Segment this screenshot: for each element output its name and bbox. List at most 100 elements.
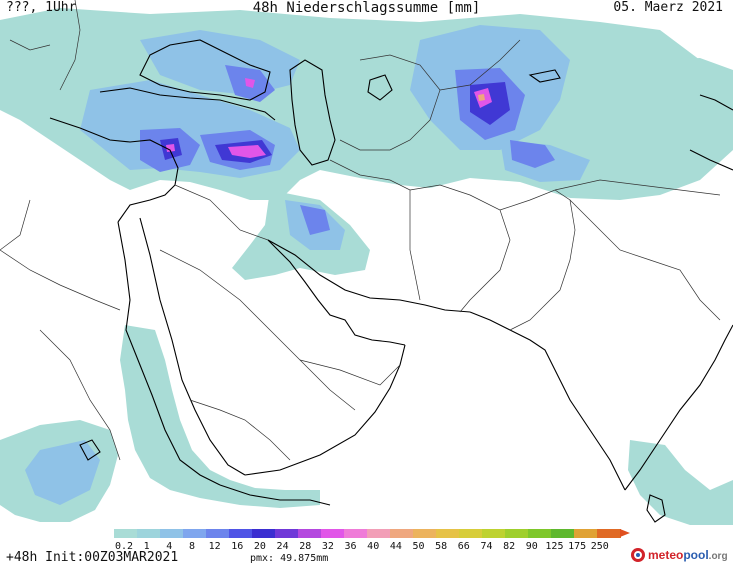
legend-swatch xyxy=(252,529,276,538)
borders xyxy=(0,0,721,461)
border-4 xyxy=(159,249,356,411)
coast-balkhash xyxy=(528,69,561,83)
coast-persian-gulf xyxy=(267,239,406,346)
border-12 xyxy=(569,199,721,321)
legend-swatch xyxy=(574,529,598,538)
legend-swatch xyxy=(298,529,322,538)
coast-ne xyxy=(699,94,733,111)
coast-mediterranean xyxy=(49,117,179,223)
legend-swatch xyxy=(505,529,529,538)
legend-swatch xyxy=(597,529,621,538)
precip-peak-caucasus xyxy=(245,78,255,88)
border-2 xyxy=(0,199,31,251)
run-time-label: ???, 1Uhr xyxy=(6,0,77,15)
legend-label: 74 xyxy=(480,541,493,552)
border-11 xyxy=(554,179,721,196)
logo-text: meteopool.org xyxy=(648,548,728,562)
border-8 xyxy=(499,189,576,331)
border-5 xyxy=(299,359,401,386)
coast-horn xyxy=(219,484,331,506)
coast-turkey-north xyxy=(99,87,276,121)
legend-swatch xyxy=(183,529,207,538)
coast-india-east xyxy=(624,324,733,491)
border-13 xyxy=(189,399,291,461)
legend-label: 44 xyxy=(389,541,402,552)
legend-label: 12 xyxy=(208,541,221,552)
legend-label: 32 xyxy=(321,541,334,552)
precip-peak-turkey xyxy=(228,145,266,158)
coast-red-sea-east xyxy=(139,217,246,476)
legend-swatch xyxy=(528,529,552,538)
legend-label: 250 xyxy=(590,541,609,552)
pmx-value: pmx: 49.875mm xyxy=(250,553,329,564)
coastlines xyxy=(49,39,733,523)
coast-caspian xyxy=(289,59,336,166)
precip-core-zagros xyxy=(300,205,330,235)
border-3 xyxy=(174,184,269,241)
legend-label: 28 xyxy=(299,541,312,552)
precip-sri-lanka xyxy=(628,440,733,525)
legend-arrow xyxy=(620,529,630,537)
border-6 xyxy=(329,159,421,301)
legend-swatch xyxy=(551,529,575,538)
legend-label: 4 xyxy=(166,541,173,552)
coast-red-sea-west xyxy=(117,221,221,486)
coast-aral xyxy=(367,74,393,101)
legend-label: 125 xyxy=(545,541,564,552)
legend-swatch xyxy=(137,529,161,538)
legend-swatch xyxy=(344,529,368,538)
legend-labels: 0.2 1 4 8 12 16 20 24 28 32 36 40 44 50 58 66 74 82 90 125 1… xyxy=(114,541,634,553)
precip-ne-corner xyxy=(660,58,733,110)
legend-swatch xyxy=(275,529,299,538)
legend-label: 58 xyxy=(435,541,448,552)
legend-swatch xyxy=(413,529,437,538)
legend-swatch xyxy=(367,529,391,538)
legend-swatch xyxy=(436,529,460,538)
legend-swatch xyxy=(160,529,184,538)
meteopool-logo-icon xyxy=(631,548,645,562)
legend-label: 24 xyxy=(276,541,289,552)
legend-label: 82 xyxy=(503,541,516,552)
precip-redsea-band xyxy=(120,325,320,508)
border-10 xyxy=(439,39,521,91)
precip-peak-levant xyxy=(166,144,175,152)
precip-fields xyxy=(0,8,733,525)
coast-ne2 xyxy=(689,149,733,171)
legend-label: 16 xyxy=(231,541,244,552)
legend-label: 36 xyxy=(344,541,357,552)
coast-arabia-south xyxy=(244,344,406,476)
border-14 xyxy=(39,329,121,461)
border-15 xyxy=(59,0,81,91)
valid-date: 05. Maerz 2021 xyxy=(613,0,723,15)
coast-iran-south xyxy=(267,239,471,313)
legend-swatch xyxy=(229,529,253,538)
legend-swatch xyxy=(206,529,230,538)
init-time: +48h Init:00Z03MAR2021 xyxy=(6,550,179,565)
legend-label: 40 xyxy=(367,541,380,552)
coast-black-sea xyxy=(139,39,271,101)
legend-swatch xyxy=(459,529,483,538)
legend-label: 175 xyxy=(568,541,587,552)
color-legend xyxy=(114,529,630,541)
border-1 xyxy=(0,249,121,311)
legend-label: 20 xyxy=(253,541,266,552)
map-title: 48h Niederschlagssumme [mm] xyxy=(252,0,481,16)
legend-swatch xyxy=(114,529,138,538)
border-16 xyxy=(9,39,51,51)
legend-label: 90 xyxy=(525,541,538,552)
coast-sri-lanka xyxy=(646,494,666,523)
precip-mid-6 xyxy=(25,440,100,505)
coast-africa-lake xyxy=(79,439,101,461)
border-7 xyxy=(409,184,511,313)
legend-swatch xyxy=(321,529,345,538)
legend-label: 8 xyxy=(188,541,195,552)
legend-label: 1 xyxy=(143,541,150,552)
legend-swatch xyxy=(390,529,414,538)
legend-label: 50 xyxy=(412,541,425,552)
legend-label: 66 xyxy=(457,541,470,552)
coast-india-west xyxy=(469,311,626,491)
precip-core-kashmir xyxy=(510,140,555,168)
meteopool-logo[interactable]: meteopool.org xyxy=(631,545,728,565)
border-9 xyxy=(339,54,441,151)
